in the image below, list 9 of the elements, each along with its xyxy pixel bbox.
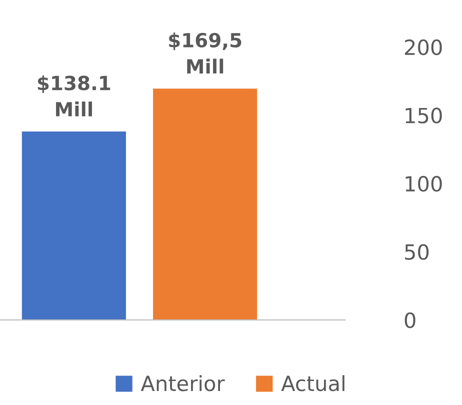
y-tick-label: 150 — [406, 108, 442, 124]
y-tick-label: 50 — [405, 244, 429, 260]
data-label: $169,5 Mill — [169, 32, 242, 74]
legend-label: Actual — [281, 375, 344, 392]
y-tick-label: 200 — [404, 39, 442, 56]
y-tick-label: 0 — [404, 312, 416, 328]
data-label: $138.1 Mill — [38, 75, 110, 116]
y-tick-label: 100 — [406, 176, 442, 192]
legend-label: Anterior — [140, 375, 225, 392]
